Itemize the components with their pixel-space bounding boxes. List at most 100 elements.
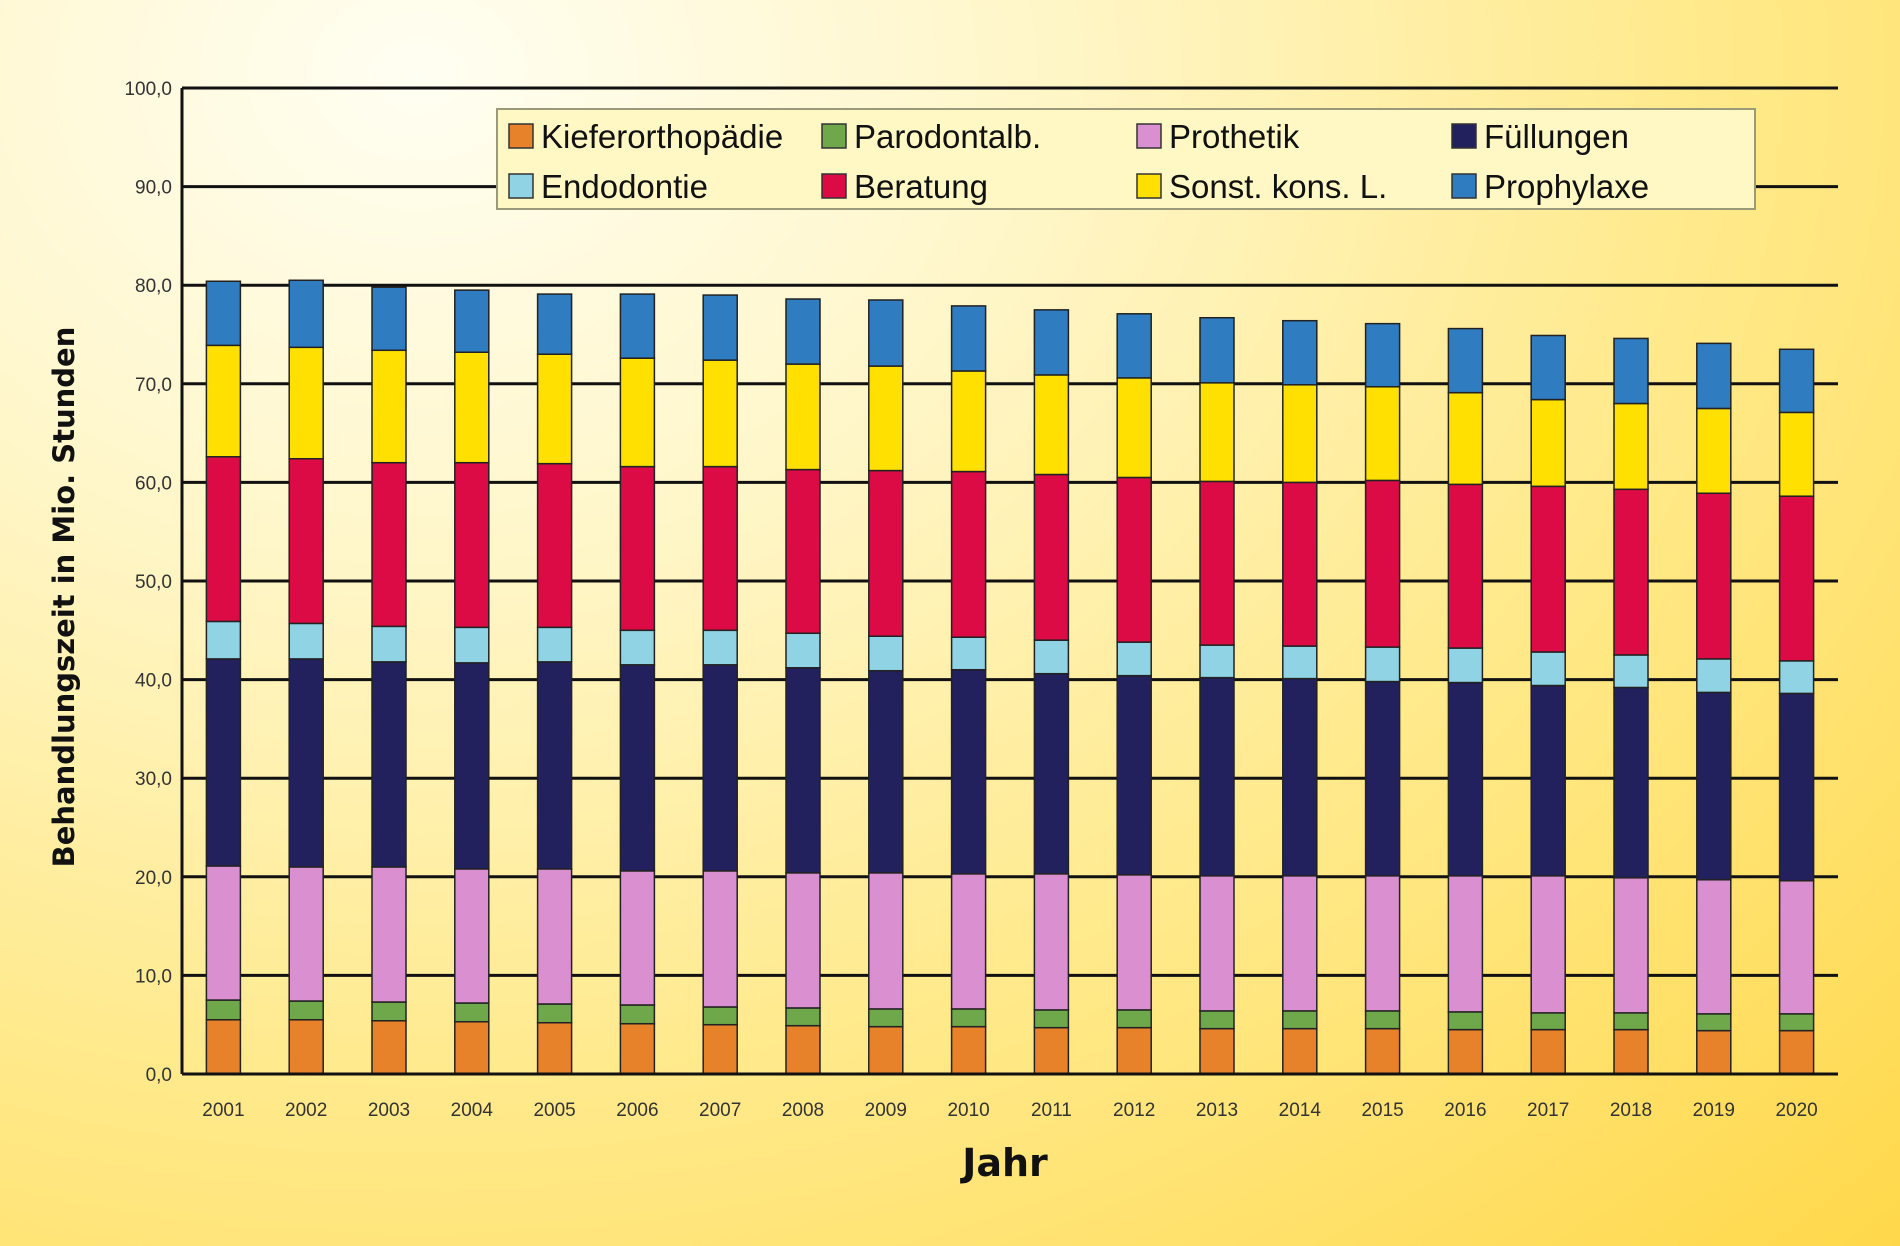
bar-segment (1364, 479, 1401, 648)
bar-segment (1199, 644, 1235, 679)
bar-segment (371, 625, 407, 663)
bar-segment (1613, 1028, 1649, 1075)
bar-segment (536, 1003, 573, 1024)
y-axis-title: Behandlungszeit in Mio. Stunden (47, 327, 81, 868)
bar-segment (1199, 316, 1235, 384)
bar-segment (454, 351, 490, 464)
x-tick-label: 2018 (1610, 1100, 1652, 1121)
bar-segment (702, 359, 738, 468)
bar-segment (1364, 646, 1401, 683)
legend-swatch (821, 123, 847, 149)
bar-segment (785, 667, 821, 874)
bar-segment (205, 1019, 242, 1075)
legend: Kieferorthopädie Parodontalb. Prothetik Fül… (496, 108, 1756, 210)
bar-segment (1364, 1010, 1401, 1030)
y-tick-label: 40,0 (135, 671, 172, 692)
y-tick-label: 20,0 (135, 868, 172, 889)
bar-segment (1778, 1013, 1815, 1032)
x-tick-label: 2006 (616, 1100, 658, 1121)
bar-segment (1199, 1010, 1235, 1030)
bar-segment (950, 636, 987, 671)
bar-stack-2019 (1696, 342, 1732, 1075)
bar-segment (205, 865, 242, 1001)
bar-segment (454, 1020, 490, 1075)
bar-segment (371, 1001, 407, 1022)
legend-label: Beratung (854, 168, 988, 205)
bar-segment (702, 294, 738, 361)
y-tick-label: 70,0 (135, 375, 172, 396)
y-tick-label: 50,0 (135, 572, 172, 593)
bar-segment (785, 632, 821, 669)
gridlines (182, 86, 1838, 1076)
bar-segment (454, 626, 490, 664)
bar-segment (454, 662, 490, 870)
legend-swatch (508, 173, 534, 199)
bar-segment (1778, 879, 1815, 1015)
bar-segment (1530, 684, 1566, 877)
bar-segment (371, 349, 407, 464)
legend-label: Füllungen (1484, 118, 1629, 155)
bar-segment (1613, 402, 1649, 491)
y-tick-label: 80,0 (135, 276, 172, 297)
x-axis-ticks: 2001 2002 2003 2004 2005 2006 2007 2008 2009 2010… (202, 1100, 1817, 1121)
legend-swatch (1451, 123, 1477, 149)
bar-segment (1530, 651, 1566, 687)
bar-segment (1116, 476, 1152, 643)
bar-segment (1199, 1027, 1235, 1075)
bar-segment (702, 465, 738, 632)
bar-segment (785, 1007, 821, 1027)
bar-segment (1778, 348, 1815, 414)
bar-segment (1033, 639, 1070, 675)
bar-segment (1116, 674, 1152, 876)
bar-stack-2002 (288, 279, 324, 1075)
x-tick-label: 2011 (1031, 1100, 1072, 1121)
x-tick-label: 2004 (451, 1100, 494, 1121)
bar-segment (785, 468, 821, 635)
bar-segment (371, 866, 407, 1003)
bar-segment (1282, 645, 1318, 680)
bar-segment (1530, 1028, 1566, 1075)
bar-segment (1447, 875, 1484, 1013)
bar-segment (1364, 386, 1401, 482)
bar-segment (868, 1008, 904, 1028)
bar-segment (205, 280, 242, 347)
x-tick-label: 2007 (699, 1100, 741, 1121)
bar-segment (868, 365, 904, 472)
bar-segment (702, 629, 738, 666)
bar-segment (868, 1025, 904, 1075)
bar-stack-2005 (536, 293, 573, 1075)
bar-segment (1364, 1027, 1401, 1075)
bar-segment (785, 298, 821, 365)
bar-stack-2003 (371, 286, 407, 1075)
bar-stack-2020 (1778, 348, 1815, 1075)
bar-segment (1530, 485, 1566, 653)
bar-segment (288, 457, 324, 625)
bar-segment (536, 293, 573, 355)
bar-segment (1116, 313, 1152, 379)
bar-segment (1613, 686, 1649, 879)
bar-segment (950, 305, 987, 372)
bar-segment (868, 872, 904, 1010)
x-tick-label: 2016 (1444, 1100, 1486, 1121)
bar-segment (1282, 384, 1318, 484)
bar-segment (1033, 873, 1070, 1011)
bar-stack-2011 (1033, 309, 1070, 1075)
x-tick-label: 2009 (865, 1100, 907, 1121)
bar-segment (1696, 879, 1732, 1015)
bar-segment (1199, 875, 1235, 1012)
bar-segment (1282, 875, 1318, 1012)
legend-swatch (821, 173, 847, 199)
bar-segment (619, 357, 656, 468)
bar-segment (619, 1022, 656, 1075)
bar-segment (1696, 342, 1732, 410)
bar-segment (205, 456, 242, 623)
bar-segment (1199, 480, 1235, 646)
bar-stack-2010 (950, 305, 987, 1075)
bar-segment (205, 344, 242, 458)
y-tick-label: 30,0 (135, 769, 172, 790)
bar-segment (619, 465, 656, 632)
bar-segment (1199, 676, 1235, 877)
bar-segment (1447, 483, 1484, 649)
bar-segment (288, 346, 324, 460)
legend-swatch (1136, 173, 1162, 199)
